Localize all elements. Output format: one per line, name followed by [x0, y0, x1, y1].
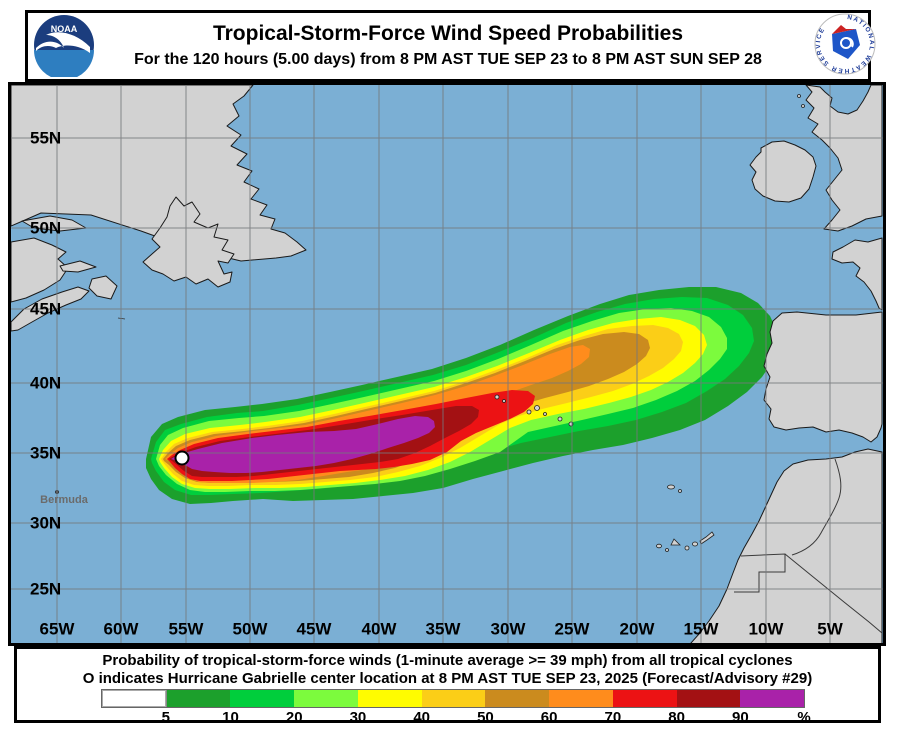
land-labrador-quebec	[11, 85, 307, 262]
lon-label: 35W	[425, 619, 461, 639]
legend-swatch: 90	[676, 690, 749, 726]
probability-legend: 5 10 20 30 40 50 60 70 80 90 %	[101, 689, 811, 726]
header: Tropical-Storm-Force Wind Speed Probabil…	[25, 10, 871, 82]
legend-swatch: 10	[166, 690, 239, 726]
madeira-island	[667, 484, 675, 490]
graticule	[11, 85, 883, 643]
border-morocco-algeria	[791, 458, 842, 556]
page-title: Tropical-Storm-Force Wind Speed Probabil…	[212, 22, 684, 45]
lon-label: 25W	[554, 619, 590, 639]
lat-label: 25N	[30, 579, 62, 599]
canary-island	[670, 538, 681, 546]
legend-label: 30	[349, 709, 367, 726]
azores-island	[494, 394, 500, 400]
lat-label: 50N	[30, 218, 62, 238]
bermuda-place-label: Bermuda	[40, 494, 88, 506]
lon-label: 5W	[817, 619, 843, 639]
legend-label: 10	[222, 709, 239, 726]
canary-island	[692, 541, 698, 547]
lat-label: 55N	[30, 128, 62, 148]
footer-storm-info: O indicates Hurricane Gabrielle center l…	[82, 670, 813, 687]
cone-band-90pct	[171, 416, 435, 473]
lon-label: 45W	[296, 619, 332, 639]
legend-label: 90	[732, 709, 749, 726]
lon-label: 55W	[168, 619, 204, 639]
lon-label: 60W	[103, 619, 139, 639]
legend-swatch: 20	[230, 690, 303, 726]
lon-label: 20W	[619, 619, 655, 639]
hebrides-island	[801, 104, 805, 108]
legend-label: 70	[604, 709, 622, 726]
lat-label: 30N	[30, 513, 62, 533]
legend-label: 60	[540, 709, 558, 726]
legend-swatch: 60	[485, 690, 557, 726]
border-western-sahara	[734, 553, 786, 593]
lon-label: 50W	[232, 619, 268, 639]
legend-label: 5	[161, 709, 170, 726]
lon-label: 15W	[683, 619, 719, 639]
border-mauritania-algeria	[784, 553, 883, 634]
lon-label: 30W	[490, 619, 526, 639]
land-cape-breton	[88, 275, 118, 300]
legend-label: %	[797, 709, 811, 726]
lon-label: 65W	[39, 619, 75, 639]
noaa-logo: NOAA	[34, 15, 94, 77]
legend-label: 50	[477, 709, 494, 726]
legend-swatch: 30	[294, 690, 366, 726]
hebrides-island	[797, 94, 801, 98]
legend-swatch: %	[740, 690, 811, 726]
footer: Probability of tropical-storm-force wind…	[14, 646, 881, 726]
lon-label: 40W	[361, 619, 397, 639]
legend-swatch: 5	[102, 690, 170, 726]
land-prince-edward-island	[59, 260, 97, 273]
azores-island	[526, 409, 532, 415]
azores-island	[502, 399, 506, 403]
legend-swatch: 80	[612, 690, 685, 726]
lat-label: 45N	[30, 299, 62, 319]
canary-island	[665, 548, 669, 552]
footer-description: Probability of tropical-storm-force wind…	[102, 652, 793, 669]
azores-island	[557, 416, 563, 422]
storm-center-marker	[174, 450, 190, 466]
lat-label: 35N	[30, 443, 62, 463]
lon-label: 10W	[748, 619, 784, 639]
noaa-logo-text: NOAA	[51, 24, 78, 34]
land-france	[831, 237, 883, 311]
map: 55N 50N 45N 40N 35N 30N 25N 65W 60W 55W …	[8, 82, 886, 646]
land-great-britain	[805, 85, 883, 232]
legend-swatch: 70	[549, 690, 621, 726]
azores-island	[534, 405, 540, 411]
country-borders	[734, 458, 883, 634]
nws-logo: NATIONAL WEATHER SERVICE	[814, 13, 876, 75]
small-islands	[55, 94, 805, 552]
wind-probability-cone	[146, 287, 779, 504]
canary-island	[684, 545, 690, 551]
legend-swatch: 40	[357, 690, 430, 726]
madeira-island	[678, 489, 682, 493]
legend-label: 20	[285, 709, 303, 726]
land-iberia	[763, 311, 883, 443]
legend-label: 80	[668, 709, 685, 726]
page-subtitle: For the 120 hours (5.00 days) from 8 PM …	[134, 51, 762, 68]
canary-island	[656, 543, 662, 549]
legend-swatch: 50	[421, 690, 494, 726]
map-canvas	[11, 85, 883, 643]
azores-island	[543, 412, 547, 416]
lat-label: 40N	[30, 373, 62, 393]
legend-label: 40	[413, 709, 431, 726]
